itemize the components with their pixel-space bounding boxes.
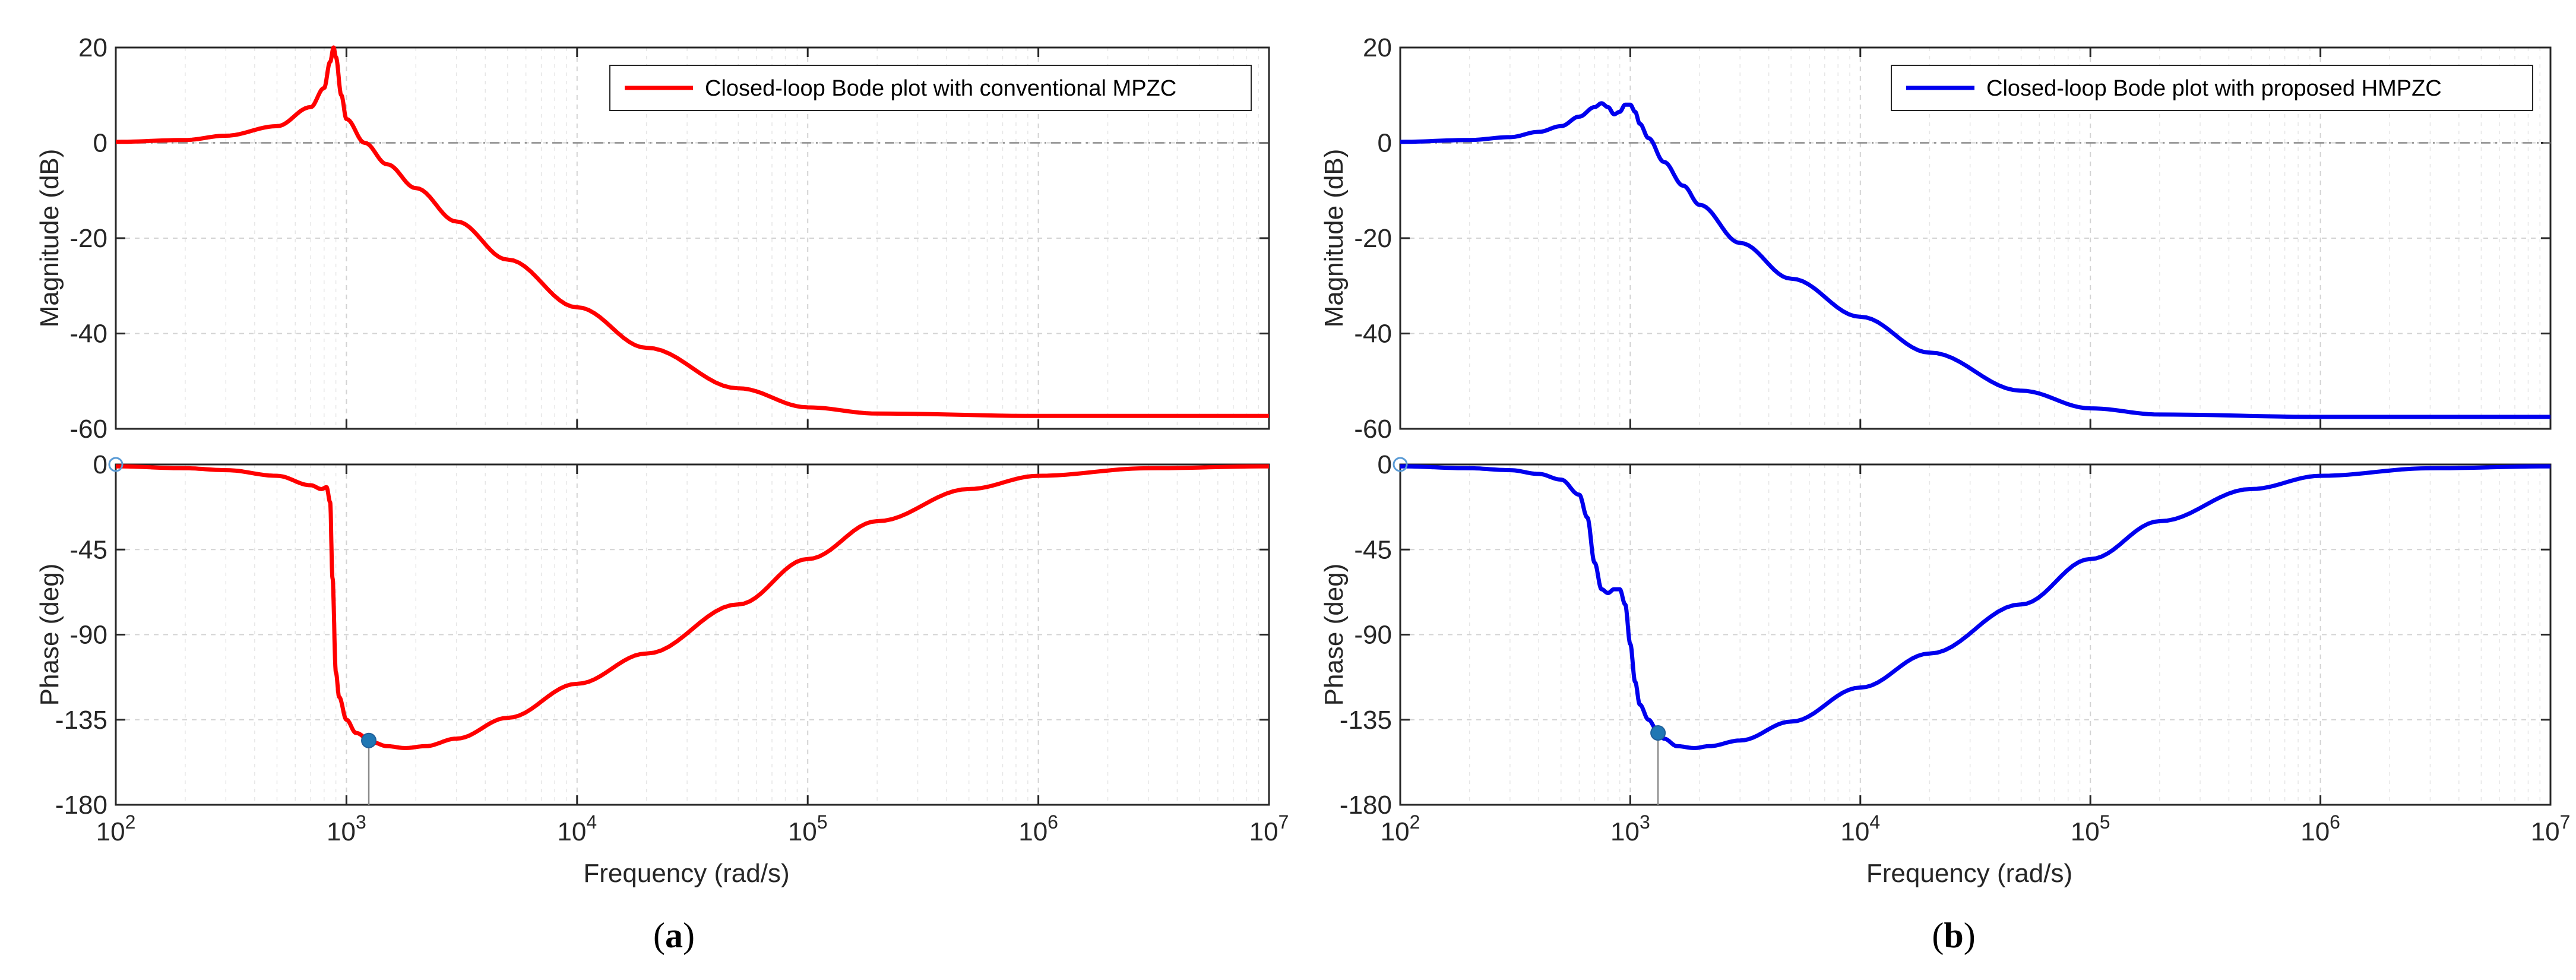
chart-panel-a: -60 -40 -20 0 20 Magnitude (dB) Closed-loop Bo… <box>35 33 1289 955</box>
y-tick-label: -135 <box>1340 706 1392 735</box>
y-tick-label: 0 <box>1378 129 1392 158</box>
y-tick-label: -90 <box>69 621 107 650</box>
y-tick-label: 0 <box>93 450 107 479</box>
x-axis-label: Frequency (rad/s) <box>583 859 789 888</box>
legend-label: Closed-loop Bode plot with conventional … <box>705 76 1176 101</box>
y-tick-label: -40 <box>69 320 107 349</box>
phase-ylabel: Phase (deg) <box>35 564 64 706</box>
x-tick-label: 103 <box>1610 811 1650 846</box>
x-tick-label: 106 <box>2300 811 2340 846</box>
legend-box <box>1891 65 2533 111</box>
panel-label: (b) <box>1932 916 1975 955</box>
data-marker-open <box>1393 457 1408 472</box>
phase-axes: -180 -135 -90 -45 0 Phase (deg) 102 103 104 105 10… <box>35 450 1289 888</box>
x-tick-label: 105 <box>2071 811 2110 846</box>
x-tick-label: 105 <box>788 811 828 846</box>
y-tick-label: -20 <box>1354 224 1392 253</box>
y-tick-label: -135 <box>55 706 107 735</box>
magnitude-axes: -60 -40 -20 0 20 Magnitude (dB) <box>35 33 1270 444</box>
y-tick-label: -40 <box>1354 320 1392 349</box>
y-tick-label: 0 <box>1378 450 1392 479</box>
panel-label: (a) <box>653 916 695 955</box>
legend-label: Closed-loop Bode plot with proposed HMPZ… <box>1986 76 2442 101</box>
magnitude-ylabel: Magnitude (dB) <box>35 149 64 328</box>
y-tick-label: -45 <box>69 535 107 564</box>
y-tick-label: -60 <box>69 415 107 444</box>
y-tick-label: -180 <box>1340 791 1392 820</box>
data-marker <box>361 732 377 748</box>
chart-panel-b: -60 -40 -20 0 20 Magnitude (dB) Closed-loop Bo… <box>1319 33 2570 955</box>
magnitude-axes: -60 -40 -20 0 20 Magnitude (dB) <box>1319 33 2552 444</box>
y-tick-label: 0 <box>93 129 107 158</box>
y-tick-label: -180 <box>55 791 107 820</box>
y-tick-label: -45 <box>1354 535 1392 564</box>
x-tick-label: 102 <box>1381 811 1420 846</box>
x-tick-label: 107 <box>2531 811 2571 846</box>
legend: Closed-loop Bode plot with proposed HMPZ… <box>1891 65 2533 111</box>
x-tick-label: 106 <box>1018 811 1058 846</box>
y-tick-label: -90 <box>1354 621 1392 650</box>
y-tick-label: 20 <box>78 33 107 62</box>
legend-box <box>609 65 1252 111</box>
phase-axes: -180 -135 -90 -45 0 Phase (deg) 102 103 104 105 10… <box>1319 450 2570 888</box>
phase-ylabel: Phase (deg) <box>1319 564 1349 706</box>
x-tick-label: 102 <box>96 811 136 846</box>
data-marker <box>1650 725 1666 741</box>
x-tick-label: 104 <box>1840 811 1880 846</box>
magnitude-curve <box>1400 101 2550 419</box>
magnitude-curve <box>115 45 1269 418</box>
x-tick-label: 103 <box>327 811 366 846</box>
y-tick-label: -20 <box>69 224 107 253</box>
data-marker-open <box>108 457 124 472</box>
y-tick-label: 20 <box>1363 33 1392 62</box>
y-tick-label: -60 <box>1354 415 1392 444</box>
legend: Closed-loop Bode plot with conventional … <box>609 65 1252 111</box>
x-axis-label: Frequency (rad/s) <box>1866 859 2072 888</box>
x-tick-label: 104 <box>557 811 597 846</box>
x-tick-label: 107 <box>1249 811 1289 846</box>
magnitude-ylabel: Magnitude (dB) <box>1319 149 1349 328</box>
phase-curve <box>116 464 1269 750</box>
phase-curve <box>1400 464 2550 750</box>
